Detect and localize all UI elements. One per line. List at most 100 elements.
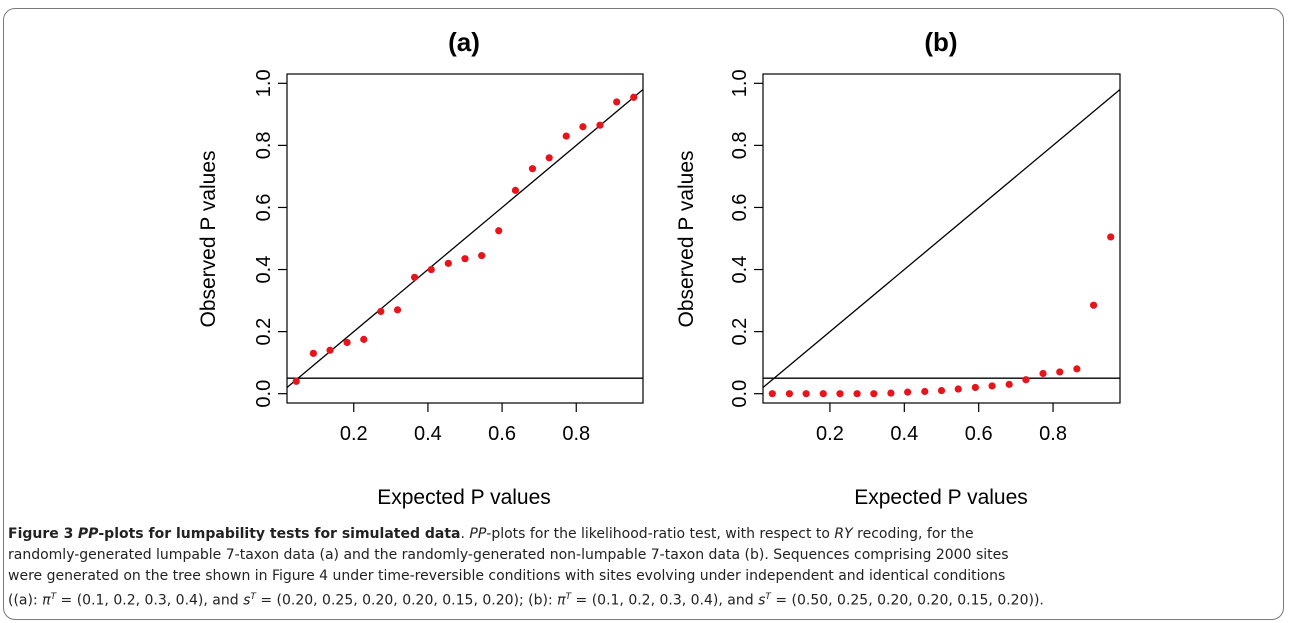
caption-eq-s-a: = (0.20, 0.25, 0.20, 0.20, 0.15, 0.20); … xyxy=(255,592,558,609)
panel-a-data-point xyxy=(377,307,385,316)
figure-caption: Figure 3 PP-plots for lumpability tests … xyxy=(8,524,1278,612)
caption-ry: RY xyxy=(834,526,853,542)
panel-b-data-point xyxy=(785,390,794,398)
panel-b-data-point xyxy=(1005,380,1013,388)
panel-a-data-point xyxy=(393,306,402,314)
panel-a-x-tick-label: 0.2 xyxy=(340,423,368,445)
panel-b-plot-area: 0.2 0.4 0.6 0.8 0.0 0.2 0.4 0.6 0.8 1.0 xyxy=(729,69,1121,445)
panel-b-x-axis-label: Expected P values xyxy=(854,486,1028,509)
panel-a-y-tick-label: 0.2 xyxy=(253,318,275,346)
panel-a-data-point xyxy=(309,349,317,357)
caption-sep: . xyxy=(460,526,470,542)
panel-b-data-point xyxy=(1022,376,1030,384)
panel-b-data-point xyxy=(1056,368,1064,376)
caption-text-4a: ((a): xyxy=(8,592,43,609)
caption-eq-s-b: = (0.50, 0.25, 0.20, 0.20, 0.15, 0.20)). xyxy=(770,592,1044,609)
panel-b-data-point xyxy=(988,382,996,390)
panel-b-x-tick-label: 0.6 xyxy=(965,423,993,445)
panel-b-x-tick-label: 0.8 xyxy=(1039,423,1067,445)
panel-b-data-point xyxy=(921,387,929,396)
panel-a-y-tick-label: 0.0 xyxy=(253,380,275,408)
panel-a-y-axis-label: Observed P values xyxy=(197,150,220,327)
panel-b-y-tick-label: 0.0 xyxy=(729,380,751,408)
panel-a-data-point xyxy=(630,93,638,101)
panel-b-identity-line xyxy=(762,89,1121,388)
panel-a-plot-area: 0.2 0.4 0.6 0.8 0.0 0.2 0.4 0.6 0.8 1.0 xyxy=(253,69,644,445)
panel-b-data-point xyxy=(819,390,827,398)
caption-eq-pi-a: = (0.1, 0.2, 0.3, 0.4), and xyxy=(56,592,244,609)
panel-b-y-axis-label: Observed P values xyxy=(675,150,698,327)
panel-b-y-tick-label: 0.4 xyxy=(729,256,751,284)
caption-sup-a2: T xyxy=(250,592,256,602)
panel-b-data-point xyxy=(836,390,844,398)
panel-a-y-tick-label: 0.6 xyxy=(253,194,275,222)
caption-sup-b2: T xyxy=(765,592,771,602)
panel-b-data-point xyxy=(1073,365,1081,373)
panel-a-y-tick-label: 1.0 xyxy=(253,69,275,97)
panel-b: (b) 0.2 0.4 0.6 0.8 0.0 0.2 0.4 0.6 0.8 1.0 Expec… xyxy=(675,27,1121,509)
panel-b-y-tick-label: 0.6 xyxy=(729,194,751,222)
panel-b-x-tick-label: 0.2 xyxy=(816,423,844,445)
figure-plots: (a) 0.2 0.4 0.6 0.8 0.0 0.2 0.4 0.6 0.8 1.0 Expec… xyxy=(197,27,1121,509)
panel-b-data-point xyxy=(937,386,946,395)
panel-a-x-tick-label: 0.6 xyxy=(488,423,516,445)
caption-figure-number: Figure 3 xyxy=(8,526,74,542)
panel-a-x-axis-label: Expected P values xyxy=(377,486,551,509)
panel-a-data-point xyxy=(427,265,435,274)
caption-pi-a: π xyxy=(42,592,51,609)
panel-a-data-point xyxy=(613,98,621,106)
panel-a-y-tick-label: 0.8 xyxy=(253,131,275,159)
panel-a-data-point xyxy=(478,251,486,260)
panel-a-data-point xyxy=(562,132,570,140)
panel-a-identity-line xyxy=(286,89,644,388)
panel-b-data-point xyxy=(954,385,962,393)
panel-a-title: (a) xyxy=(448,27,480,57)
panel-b-y-tick-label: 0.8 xyxy=(729,131,751,159)
panel-a-data-point xyxy=(461,255,469,263)
panel-b-data-point xyxy=(887,389,895,397)
caption-title: PP-plots for lumpability tests for simul… xyxy=(78,526,461,542)
panel-a-x-tick-label: 0.4 xyxy=(414,423,442,445)
caption-sup-b1: T xyxy=(565,592,572,602)
panel-a-data-point xyxy=(579,123,587,131)
panel-b-data-point xyxy=(1107,233,1115,241)
panel-b-data-point xyxy=(870,390,878,398)
panel-a-data-point xyxy=(326,346,334,354)
panel-b-data-point xyxy=(1089,301,1098,309)
panel-a-plot-frame xyxy=(286,73,644,404)
caption-eq-pi-b: = (0.1, 0.2, 0.3, 0.4), and xyxy=(571,592,759,609)
panel-b-title: (b) xyxy=(924,27,957,57)
panel-b-plot-frame xyxy=(762,73,1121,404)
caption-s-b: s xyxy=(758,592,766,609)
panel-b-x-tick-label: 0.4 xyxy=(890,423,918,445)
panel-b-data-point xyxy=(853,390,861,398)
panel-a-data-point xyxy=(410,273,419,281)
caption-line-1: Figure 3 PP-plots for lumpability tests … xyxy=(8,524,1278,545)
caption-sup-a1: T xyxy=(50,592,57,602)
panel-a-data-point xyxy=(511,186,520,194)
panel-b-y-tick-label: 0.2 xyxy=(729,318,751,346)
panel-b-data-point xyxy=(1039,369,1047,378)
panel-a-data-point xyxy=(360,335,368,343)
caption-line-4: ((a): πT = (0.1, 0.2, 0.3, 0.4), and sT … xyxy=(8,587,1278,612)
panel-a-data-point xyxy=(545,154,553,162)
panel-a-x-tick-label: 0.8 xyxy=(562,423,590,445)
panel-b-y-tick-label: 1.0 xyxy=(729,69,751,97)
panel-b-data-point xyxy=(802,390,810,398)
caption-pi-b: π xyxy=(557,592,566,609)
panel-a-data-point xyxy=(343,338,351,347)
caption-line-2: randomly-generated lumpable 7-taxon data… xyxy=(8,547,1009,563)
caption-text-1b: recoding, for the xyxy=(852,526,974,542)
caption-pp: PP xyxy=(469,526,487,542)
panel-a-data-point xyxy=(495,227,503,235)
figure-frame xyxy=(3,8,1284,620)
caption-line-3: were generated on the tree shown in Figu… xyxy=(8,568,1006,584)
panel-a-data-point xyxy=(528,165,537,173)
panel-a-y-tick-label: 0.4 xyxy=(253,256,275,284)
panel-a-data-point xyxy=(444,259,452,267)
caption-text-1a: -plots for the likelihood-ratio test, wi… xyxy=(486,526,835,542)
caption-title-pp: PP xyxy=(77,526,99,542)
panel-a-data-point xyxy=(596,121,604,129)
caption-title-rest: -plots for lumpability tests for simulat… xyxy=(98,526,461,542)
panel-b-data-point xyxy=(904,388,912,396)
